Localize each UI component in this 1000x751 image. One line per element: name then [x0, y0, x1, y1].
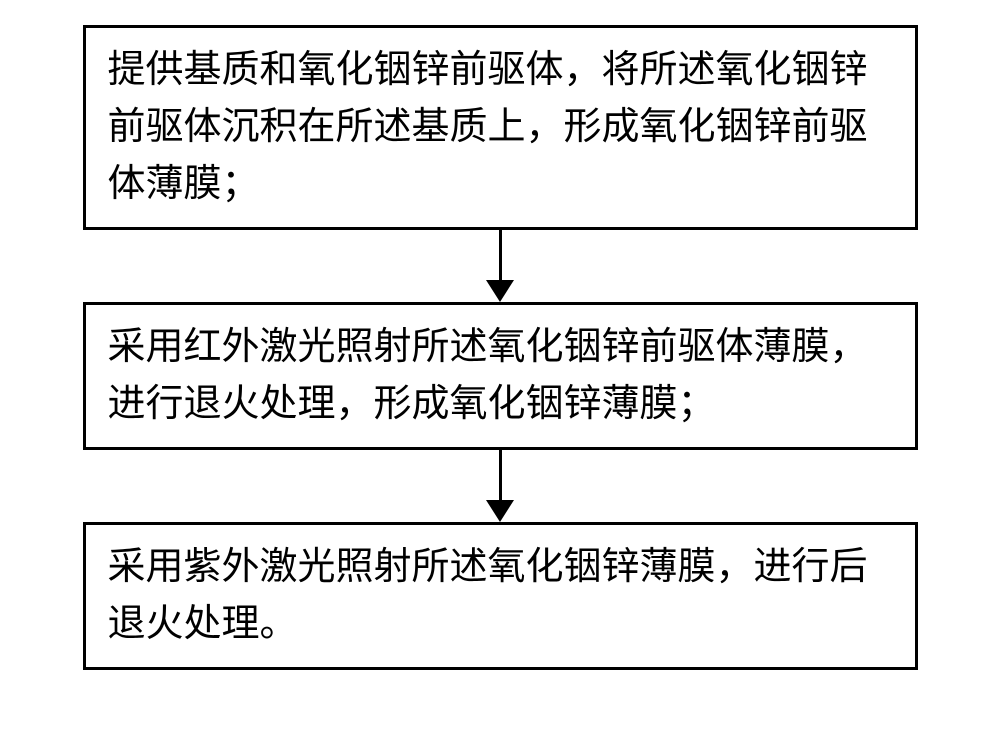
arrow-line-icon: [499, 450, 502, 502]
arrow-head-icon: [486, 280, 514, 302]
arrow-head-icon: [486, 500, 514, 522]
flowchart-step-2: 采用红外激光照射所述氧化铟锌前驱体薄膜，进行退火处理，形成氧化铟锌薄膜；: [83, 302, 918, 450]
step-1-text: 提供基质和氧化铟锌前驱体，将所述氧化铟锌前驱体沉积在所述基质上，形成氧化铟锌前驱…: [108, 49, 868, 205]
arrow-line-icon: [499, 230, 502, 282]
step-3-text: 采用紫外激光照射所述氧化铟锌薄膜，进行后退火处理。: [108, 546, 868, 645]
flowchart-arrow-2: [486, 450, 514, 522]
flowchart-step-1: 提供基质和氧化铟锌前驱体，将所述氧化铟锌前驱体沉积在所述基质上，形成氧化铟锌前驱…: [83, 25, 918, 230]
flowchart-container: 提供基质和氧化铟锌前驱体，将所述氧化铟锌前驱体沉积在所述基质上，形成氧化铟锌前驱…: [0, 25, 1000, 670]
step-2-text: 采用红外激光照射所述氧化铟锌前驱体薄膜，进行退火处理，形成氧化铟锌薄膜；: [108, 326, 868, 425]
flowchart-step-3: 采用紫外激光照射所述氧化铟锌薄膜，进行后退火处理。: [83, 522, 918, 670]
flowchart-arrow-1: [486, 230, 514, 302]
